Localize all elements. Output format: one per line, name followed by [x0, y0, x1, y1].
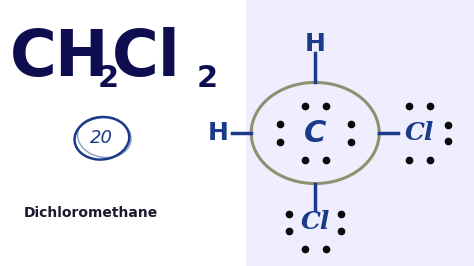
FancyBboxPatch shape	[246, 0, 474, 266]
Text: 2: 2	[97, 64, 118, 93]
Text: Dichloromethane: Dichloromethane	[24, 206, 158, 220]
Text: H: H	[208, 121, 228, 145]
Text: C: C	[304, 118, 327, 148]
Text: Cl: Cl	[112, 27, 181, 89]
FancyBboxPatch shape	[0, 0, 246, 266]
Text: H: H	[55, 27, 108, 89]
Text: H: H	[305, 32, 326, 56]
Text: Cl: Cl	[405, 121, 434, 145]
Text: 2: 2	[197, 64, 218, 93]
Text: 20: 20	[91, 129, 113, 147]
Text: C: C	[9, 27, 56, 89]
Text: Cl: Cl	[301, 210, 330, 234]
